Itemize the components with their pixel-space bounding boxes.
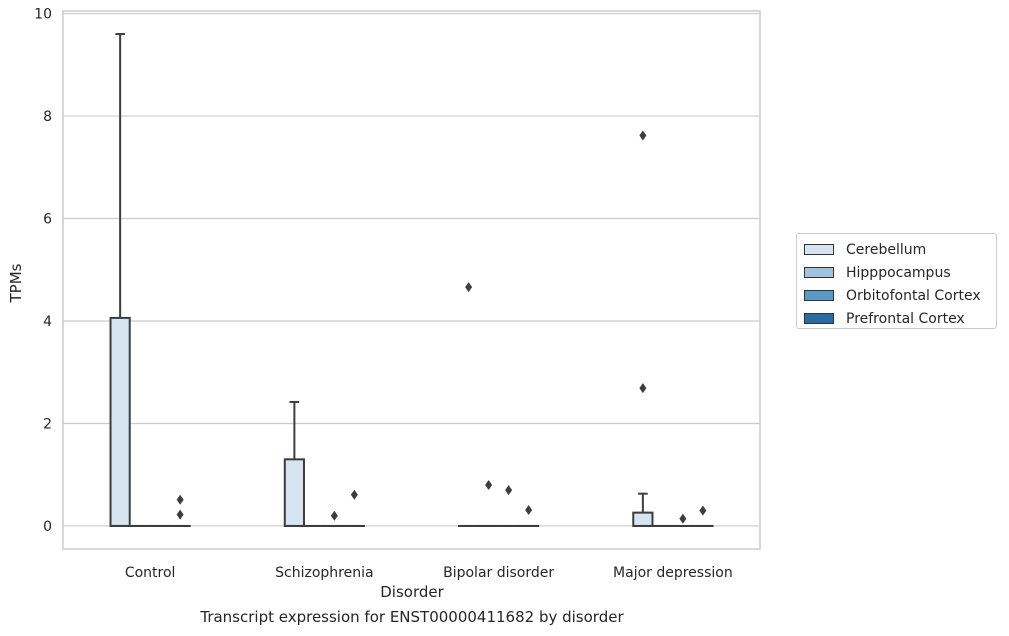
box-orbitofontal-cortex xyxy=(498,485,520,527)
legend-label: Orbitofontal Cortex xyxy=(846,287,981,304)
legend: Cerebellum Hipppocampus Orbitofontal Corte… xyxy=(796,233,997,329)
legend-item: Hipppocampus xyxy=(803,261,996,284)
outlier-point xyxy=(176,509,184,520)
legend-label: Hipppocampus xyxy=(846,264,951,281)
box-body xyxy=(632,511,654,527)
legend-item: Cerebellum xyxy=(803,238,996,261)
y-tick-label: 2 xyxy=(43,416,52,432)
y-tick-label: 8 xyxy=(43,109,52,125)
outlier-point xyxy=(350,489,358,500)
x-tick-labels: Control Schizophrenia Bipolar disorder Majo… xyxy=(125,565,733,581)
outlier-point xyxy=(485,479,493,490)
box-body xyxy=(283,458,305,527)
outlier-point xyxy=(330,510,338,521)
plot-area-frame xyxy=(62,10,761,550)
outlier-point xyxy=(176,494,184,505)
box-prefrontal-cortex xyxy=(692,505,714,527)
box-body xyxy=(109,316,131,527)
box-prefrontal-cortex xyxy=(343,489,365,527)
outlier-point xyxy=(679,513,687,524)
box-cerebellum xyxy=(283,400,305,527)
box-hipppocampus xyxy=(478,479,500,527)
x-tick-label: Control xyxy=(125,565,176,581)
legend-swatch xyxy=(804,313,834,324)
grid-lines xyxy=(63,12,760,527)
outlier-point xyxy=(699,505,707,516)
legend-item: Prefrontal Cortex xyxy=(803,307,996,330)
box-orbitofontal-cortex xyxy=(323,510,345,527)
box-plot-marks xyxy=(109,33,714,527)
box-cerebellum xyxy=(109,33,131,527)
outlier-point xyxy=(525,505,533,516)
y-tick-label: 6 xyxy=(43,212,52,228)
legend-item: Orbitofontal Cortex xyxy=(803,284,996,307)
box-prefrontal-cortex xyxy=(169,494,191,527)
y-tick-labels: 0 2 4 6 8 10 xyxy=(34,7,52,535)
outlier-point xyxy=(639,130,647,141)
chart-caption: Transcript expression for ENST0000041168… xyxy=(200,608,624,626)
y-axis-label: TPMs xyxy=(7,263,25,303)
outlier-point xyxy=(465,282,473,293)
box-cerebellum xyxy=(632,130,654,527)
legend-swatch xyxy=(804,244,834,255)
legend-label: Cerebellum xyxy=(846,241,927,258)
box-orbitofontal-cortex xyxy=(672,513,694,527)
y-tick-label: 10 xyxy=(34,7,52,23)
y-tick-label: 0 xyxy=(43,519,52,535)
x-tick-label: Major depression xyxy=(613,565,733,581)
x-tick-label: Schizophrenia xyxy=(275,565,373,581)
legend-swatch xyxy=(804,290,834,301)
x-tick-label: Bipolar disorder xyxy=(443,565,554,581)
box-prefrontal-cortex xyxy=(518,505,540,527)
x-axis-label: Disorder xyxy=(380,583,444,601)
outlier-point xyxy=(505,485,513,496)
legend-swatch xyxy=(804,267,834,278)
box-cerebellum xyxy=(458,282,480,527)
legend-label: Prefrontal Cortex xyxy=(846,310,965,327)
outlier-point xyxy=(639,383,647,394)
y-tick-label: 4 xyxy=(43,314,52,330)
